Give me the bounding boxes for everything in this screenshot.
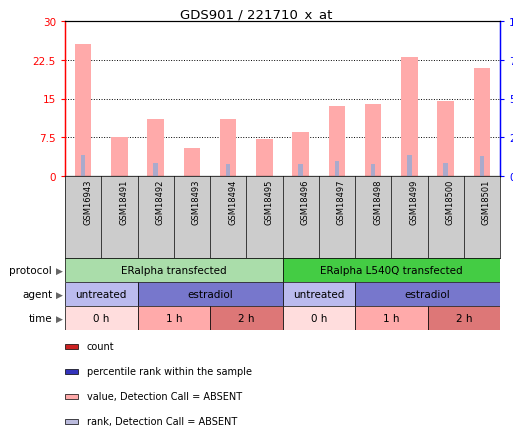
Text: GSM18491: GSM18491 [120,179,128,224]
Bar [407,156,411,177]
Bar [473,68,490,177]
Text: value, Detection Call = ABSENT: value, Detection Call = ABSENT [87,391,242,401]
Text: GDS901 / 221710_x_at: GDS901 / 221710_x_at [180,8,333,21]
Text: GSM18499: GSM18499 [409,179,419,224]
Text: GSM18501: GSM18501 [482,179,491,224]
Text: untreated: untreated [75,289,127,299]
Text: estradiol: estradiol [405,289,450,299]
Bar [65,306,137,330]
Bar [137,306,210,330]
Bar [292,133,309,177]
Bar [334,161,339,177]
Text: GSM18498: GSM18498 [373,179,382,224]
Bar [283,283,355,306]
Text: GSM18500: GSM18500 [446,179,455,224]
Bar [65,419,78,424]
Bar [401,58,418,177]
Bar [220,120,236,177]
Bar [153,164,158,177]
Bar [355,306,427,330]
Text: protocol: protocol [9,265,52,275]
Bar [111,138,128,177]
Bar [371,164,376,177]
Text: untreated: untreated [293,289,344,299]
Bar [65,369,78,375]
Bar [65,283,137,306]
Text: 1 h: 1 h [383,313,400,323]
Bar [147,120,164,177]
Bar [365,105,381,177]
Bar [65,394,78,399]
Text: 1 h: 1 h [166,313,182,323]
Bar [81,156,85,177]
Text: GSM18495: GSM18495 [264,179,273,224]
Text: GSM18494: GSM18494 [228,179,237,224]
Text: ERalpha transfected: ERalpha transfected [121,265,227,275]
Bar [65,258,283,283]
Bar [65,344,78,349]
Bar [480,157,484,177]
Bar [299,165,303,177]
Text: 0 h: 0 h [310,313,327,323]
Text: agent: agent [22,289,52,299]
Text: 2 h: 2 h [238,313,254,323]
Text: ▶: ▶ [55,290,63,299]
Bar [283,258,500,283]
Bar [226,164,230,177]
Text: rank, Detection Call = ABSENT: rank, Detection Call = ABSENT [87,417,237,427]
Text: GSM16943: GSM16943 [83,179,92,224]
Text: GSM18493: GSM18493 [192,179,201,224]
Text: estradiol: estradiol [187,289,233,299]
Bar [210,306,283,330]
Bar [256,139,272,177]
Text: ERalpha L540Q transfected: ERalpha L540Q transfected [320,265,463,275]
Text: time: time [29,313,52,323]
Text: GSM18497: GSM18497 [337,179,346,224]
Text: ▶: ▶ [55,266,63,275]
Bar [75,45,91,177]
Bar [184,148,200,177]
Bar [355,283,500,306]
Text: GSM18496: GSM18496 [301,179,310,224]
Bar [283,306,355,330]
Text: percentile rank within the sample: percentile rank within the sample [87,367,252,377]
Text: 0 h: 0 h [93,313,109,323]
Text: count: count [87,342,114,352]
Text: 2 h: 2 h [456,313,472,323]
Bar [329,107,345,177]
Bar [137,283,283,306]
Text: GSM18492: GSM18492 [155,179,165,224]
Bar [438,102,454,177]
Bar [427,306,500,330]
Bar [443,164,448,177]
Text: ▶: ▶ [55,314,63,323]
